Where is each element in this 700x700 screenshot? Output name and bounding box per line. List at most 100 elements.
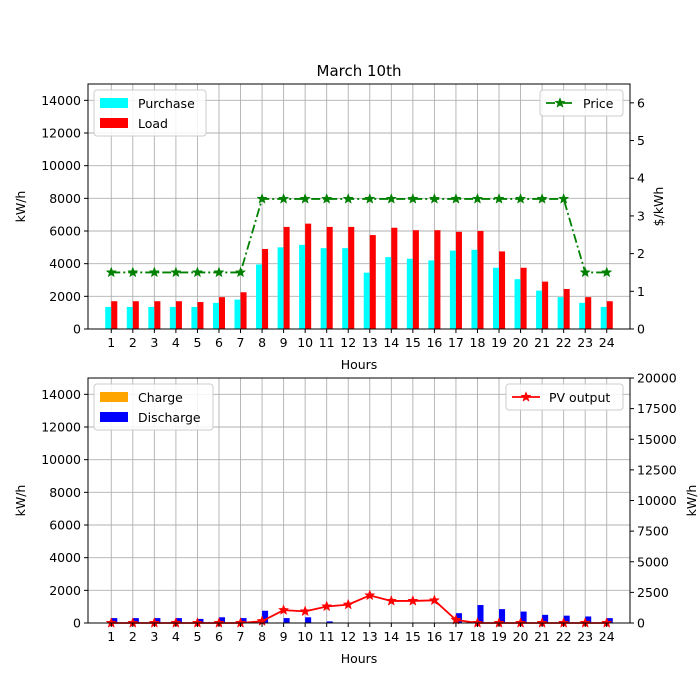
bar — [283, 618, 290, 623]
bar — [606, 618, 613, 623]
x-tick-label: 24 — [599, 629, 615, 644]
x-tick-label: 14 — [383, 335, 399, 350]
legend-label: Price — [583, 96, 614, 111]
y2-tick-label: 17500 — [637, 401, 677, 416]
bar — [600, 306, 607, 329]
bar — [299, 244, 306, 329]
legend-label: Charge — [138, 390, 183, 405]
x-tick-label: 10 — [297, 629, 313, 644]
y2-axis-label: kW/h — [684, 485, 699, 517]
x-tick-label: 12 — [340, 335, 356, 350]
y2-tick-label: 15000 — [637, 432, 677, 447]
bar — [262, 610, 269, 623]
legend-box — [539, 89, 624, 117]
bar — [111, 301, 118, 329]
point-marker — [385, 595, 397, 606]
x-tick-label: 15 — [405, 335, 421, 350]
point-marker — [471, 193, 484, 204]
line-series-price — [105, 193, 613, 278]
x-tick-label: 11 — [319, 335, 335, 350]
bar — [406, 258, 413, 329]
point-marker — [579, 266, 591, 278]
y-tick-label: 2000 — [49, 583, 81, 598]
bar — [326, 621, 333, 623]
y-tick-label: 8000 — [49, 191, 81, 206]
bar — [240, 292, 247, 329]
x-tick-label: 8 — [258, 335, 266, 350]
bar — [305, 617, 312, 623]
x-tick-label: 3 — [150, 629, 158, 644]
bar — [148, 306, 155, 329]
x-tick-label: 2 — [129, 335, 137, 350]
y-tick-label: 10000 — [41, 158, 81, 173]
point-marker — [299, 193, 311, 204]
x-tick-label: 9 — [280, 335, 288, 350]
x-tick-label: 13 — [362, 629, 378, 644]
point-marker — [191, 266, 204, 278]
point-marker — [450, 614, 462, 625]
y-tick-label: 8000 — [49, 485, 81, 500]
bar — [585, 616, 592, 623]
bar — [536, 290, 543, 329]
bar — [320, 248, 327, 329]
bar — [499, 609, 506, 623]
point-marker — [148, 266, 160, 278]
point-marker — [321, 600, 333, 612]
y2-tick-label: 0 — [637, 616, 645, 631]
bar — [105, 306, 112, 329]
point-marker — [364, 193, 376, 204]
x-tick-label: 6 — [215, 335, 223, 350]
bar — [197, 302, 204, 329]
bar — [434, 230, 441, 329]
y-tick-label: 14000 — [41, 93, 81, 108]
bar-series-load — [111, 223, 613, 329]
point-marker — [170, 266, 182, 278]
x-tick-label: 1 — [107, 335, 115, 350]
x-tick-label: 7 — [237, 629, 245, 644]
point-marker — [105, 266, 117, 278]
x-axis-label: Hours — [341, 651, 378, 666]
panel-2: 1 2 3 4 5 6 7 8 9 10 11 12 13 14 15 16 17 18 19 20 21 22 23 24H… — [13, 371, 699, 667]
point-marker — [601, 266, 613, 278]
legend-swatch — [100, 98, 128, 108]
bar — [520, 611, 527, 623]
bar — [218, 617, 226, 623]
point-marker — [277, 193, 290, 204]
bar — [212, 302, 219, 329]
y-axis-label: kW/h — [13, 191, 28, 223]
bar — [579, 302, 586, 329]
bar — [234, 299, 241, 329]
point-marker — [127, 266, 139, 278]
legend-swatch — [100, 392, 128, 402]
y2-tick-label: 7500 — [637, 524, 669, 539]
legend-line: PV output — [505, 383, 624, 411]
x-tick-label: 22 — [556, 629, 572, 644]
bar — [363, 272, 370, 329]
bar — [111, 618, 118, 623]
x-tick-label: 14 — [383, 629, 399, 644]
bar — [240, 618, 247, 623]
x-tick-label: 15 — [405, 629, 421, 644]
legend-bars: Charge Discharge — [93, 383, 214, 431]
bar — [499, 251, 506, 329]
bar — [391, 227, 398, 329]
x-tick-label: 3 — [150, 335, 158, 350]
y2-tick-label: 2 — [637, 246, 645, 261]
bar — [542, 614, 549, 623]
x-tick-label: 18 — [470, 629, 486, 644]
legend-label: Load — [138, 116, 168, 131]
x-tick-label: 16 — [426, 629, 442, 644]
point-marker — [321, 193, 333, 204]
x-tick-label: 13 — [362, 335, 378, 350]
y2-axis-label: $/kWh — [651, 187, 666, 227]
y2-tick-label: 20000 — [637, 371, 677, 386]
bar — [492, 267, 500, 329]
point-marker — [299, 605, 311, 617]
bar — [132, 301, 139, 329]
y-tick-label: 6000 — [49, 224, 81, 239]
point-marker — [428, 594, 441, 606]
x-tick-label: 11 — [319, 629, 335, 644]
bar-series-discharge — [111, 605, 613, 623]
bar — [191, 306, 198, 329]
